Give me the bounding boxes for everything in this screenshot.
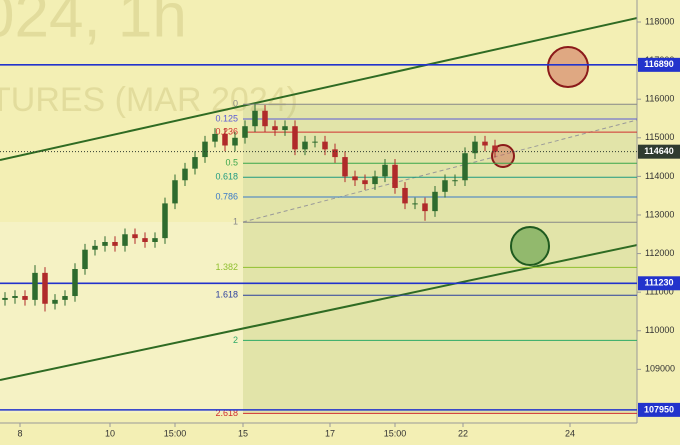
candle-body (222, 133, 228, 146)
candle-body (82, 249, 88, 270)
price-tag (638, 402, 680, 417)
x-tick-label: 15 (238, 428, 248, 438)
y-tick-label: 109000 (645, 364, 675, 374)
candle-body (192, 157, 198, 169)
price-tag-label: 107950 (644, 404, 674, 414)
candle-body (392, 164, 398, 188)
candle-body (312, 141, 318, 143)
x-tick-label: 8 (17, 428, 22, 438)
candle-body (322, 141, 328, 150)
candle-body (282, 126, 288, 131)
last-price-label: 114640 (644, 146, 674, 156)
candle-body (482, 141, 488, 146)
fib-label: 0.5 (225, 158, 238, 168)
fib-label: 1 (233, 217, 238, 227)
x-tick-label: 15:00 (384, 428, 407, 438)
y-tick-label: 118000 (645, 16, 674, 26)
candle-body (22, 296, 28, 300)
fib-label: 1.382 (215, 262, 238, 272)
candle-body (232, 137, 238, 146)
candle-body (132, 234, 138, 239)
dashed-trend (242, 119, 638, 223)
candle-body (172, 180, 178, 204)
fib-label: 1.618 (215, 290, 238, 300)
last-price-tag (638, 144, 680, 159)
fib-label: 0.125 (215, 113, 238, 123)
candle-body (352, 176, 358, 181)
candle-body (242, 126, 248, 138)
candle-body (422, 203, 428, 212)
price-tag-label: 111230 (644, 278, 673, 288)
y-tick-label: 111000 (645, 287, 674, 297)
watermark: 024, 1h TURES (MAR 2024) (0, 0, 298, 119)
candle-body (342, 157, 348, 177)
candle-body (442, 180, 448, 192)
y-tick-label: 112000 (645, 248, 674, 258)
candle-body (462, 153, 468, 181)
target-circle (510, 226, 550, 266)
candle-body (332, 149, 338, 158)
price-tag-label: 116890 (644, 59, 674, 69)
x-tick-label: 17 (325, 428, 335, 438)
y-tick-label: 115000 (645, 132, 674, 142)
candle-body (452, 180, 458, 182)
candle-body (42, 272, 48, 304)
candle-body (302, 141, 308, 150)
channel-upper (0, 17, 638, 161)
fib-label: 2 (233, 335, 238, 345)
y-tick-label: 110000 (645, 325, 674, 335)
price-tag (638, 276, 680, 291)
candle-body (72, 269, 78, 297)
candle-body (212, 133, 218, 142)
candle-body (102, 241, 108, 246)
fib-label: 0.618 (215, 172, 238, 182)
candle-body (252, 110, 258, 127)
candle-body (152, 238, 158, 242)
candle-body (2, 297, 8, 300)
candle-body (382, 164, 388, 177)
candle-body (112, 241, 118, 246)
candle-body (492, 145, 498, 152)
lower-zone (0, 222, 243, 413)
candle-body (402, 187, 408, 204)
candle-body (12, 296, 18, 298)
candle-body (272, 126, 278, 131)
candle-body (182, 168, 188, 181)
candle-body (262, 110, 268, 127)
candle-body (32, 272, 38, 300)
candle-body (142, 238, 148, 242)
x-tick-label: 15:00 (164, 428, 187, 438)
fib-label: 0.236 (215, 126, 238, 136)
x-tick-label: 24 (565, 428, 575, 438)
candle-body (362, 180, 368, 185)
fib-label: 0 (233, 99, 238, 109)
candle-body (472, 141, 478, 154)
candles (2, 104, 498, 312)
candle-body (432, 191, 438, 212)
candle-body (122, 234, 128, 246)
candle-body (162, 203, 168, 239)
watermark-text: 024, 1h (0, 0, 187, 50)
x-tick-label: 22 (458, 428, 468, 438)
y-tick-label: 116000 (645, 94, 674, 104)
candle-body (202, 141, 208, 158)
candle-body (52, 299, 58, 304)
candle-body (92, 245, 98, 250)
target-circle (547, 46, 589, 88)
x-tick-label: 10 (105, 428, 115, 438)
candle-body (412, 203, 418, 205)
fib-label: 2.618 (215, 408, 238, 418)
price-tag (638, 57, 680, 72)
candle-body (62, 296, 68, 300)
watermark-text: TURES (MAR 2024) (0, 81, 298, 119)
y-tick-label: 113000 (645, 209, 674, 219)
fib-label: 0.786 (215, 191, 238, 201)
y-tick-label: 114000 (645, 171, 674, 181)
candle-body (372, 176, 378, 185)
candle-body (292, 126, 298, 150)
